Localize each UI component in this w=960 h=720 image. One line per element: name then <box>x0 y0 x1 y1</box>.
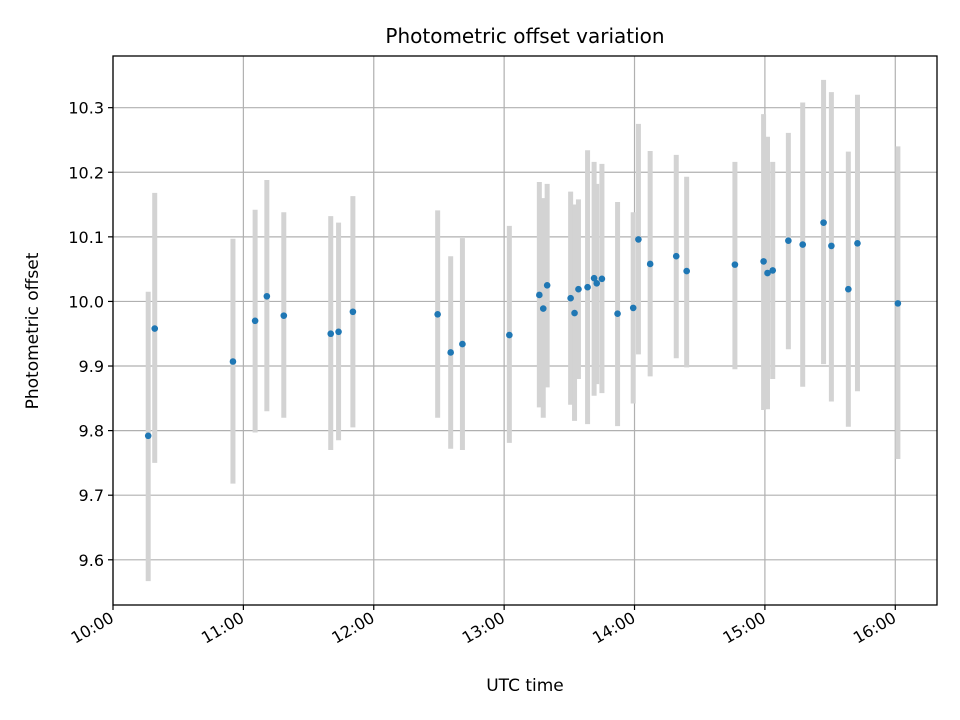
data-point <box>731 261 739 268</box>
data-point <box>854 240 861 247</box>
data-point <box>280 312 288 319</box>
data-point <box>828 242 835 250</box>
data-point <box>349 308 357 316</box>
data-point <box>760 258 767 265</box>
y-tick-label: 9.8 <box>79 422 104 441</box>
data-point <box>506 331 513 339</box>
data-point <box>593 280 601 287</box>
y-tick-label: 9.6 <box>79 551 104 570</box>
data-point <box>151 325 159 332</box>
data-point <box>144 432 152 440</box>
y-axis-title: Photometric offset <box>23 252 43 409</box>
data-point <box>769 267 777 274</box>
data-point <box>764 269 771 277</box>
data-point <box>335 328 342 336</box>
data-point <box>845 285 852 293</box>
y-tick-label: 9.7 <box>79 486 104 505</box>
data-point <box>820 219 827 226</box>
data-point <box>434 311 441 318</box>
data-point <box>263 292 271 300</box>
data-point <box>536 291 543 299</box>
data-point <box>614 310 621 318</box>
data-point <box>251 317 259 325</box>
data-point <box>646 260 654 268</box>
data-point <box>327 330 335 338</box>
data-point <box>575 285 582 293</box>
data-point <box>635 236 642 243</box>
data-point <box>584 283 591 291</box>
data-point <box>785 237 792 245</box>
point-layer <box>144 219 902 440</box>
data-point <box>571 309 578 317</box>
data-point <box>567 294 574 302</box>
data-point <box>459 340 466 348</box>
x-axis-title: UTC time <box>486 676 564 696</box>
data-point <box>590 274 598 282</box>
data-point <box>629 304 637 312</box>
data-point <box>229 358 237 365</box>
chart-title: Photometric offset variation <box>385 24 664 48</box>
data-point <box>894 300 902 307</box>
data-point <box>683 267 690 275</box>
data-point <box>672 252 680 260</box>
plot-frame <box>112 55 938 606</box>
data-point <box>539 305 547 312</box>
y-tick-label: 9.9 <box>79 357 104 376</box>
data-point <box>543 281 551 289</box>
y-tick-label: 10.2 <box>68 163 104 182</box>
data-point <box>799 241 807 248</box>
y-tick-label: 10.3 <box>68 99 104 118</box>
y-tick-label: 10.0 <box>68 292 104 311</box>
data-point <box>598 275 606 283</box>
data-point <box>447 349 454 356</box>
y-tick-label: 10.1 <box>68 228 104 247</box>
